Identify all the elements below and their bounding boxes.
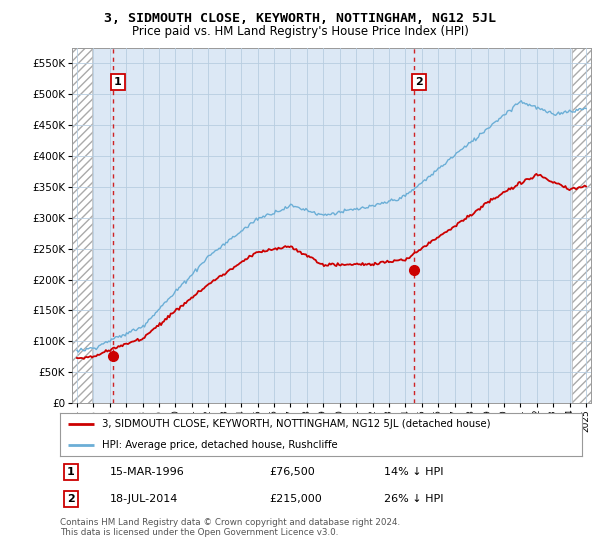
Text: £76,500: £76,500: [269, 468, 314, 477]
Text: 1: 1: [114, 77, 122, 87]
Text: 3, SIDMOUTH CLOSE, KEYWORTH, NOTTINGHAM, NG12 5JL (detached house): 3, SIDMOUTH CLOSE, KEYWORTH, NOTTINGHAM,…: [102, 419, 490, 429]
Text: Contains HM Land Registry data © Crown copyright and database right 2024.
This d: Contains HM Land Registry data © Crown c…: [60, 518, 400, 538]
Text: 15-MAR-1996: 15-MAR-1996: [110, 468, 184, 477]
Text: Price paid vs. HM Land Registry's House Price Index (HPI): Price paid vs. HM Land Registry's House …: [131, 25, 469, 38]
Text: 14% ↓ HPI: 14% ↓ HPI: [383, 468, 443, 477]
Text: HPI: Average price, detached house, Rushcliffe: HPI: Average price, detached house, Rush…: [102, 440, 337, 450]
Text: 1: 1: [67, 468, 74, 477]
Text: 26% ↓ HPI: 26% ↓ HPI: [383, 494, 443, 504]
Text: 2: 2: [415, 77, 422, 87]
Text: £215,000: £215,000: [269, 494, 322, 504]
Text: 18-JUL-2014: 18-JUL-2014: [110, 494, 178, 504]
Text: 3, SIDMOUTH CLOSE, KEYWORTH, NOTTINGHAM, NG12 5JL: 3, SIDMOUTH CLOSE, KEYWORTH, NOTTINGHAM,…: [104, 12, 496, 25]
Text: 2: 2: [67, 494, 74, 504]
